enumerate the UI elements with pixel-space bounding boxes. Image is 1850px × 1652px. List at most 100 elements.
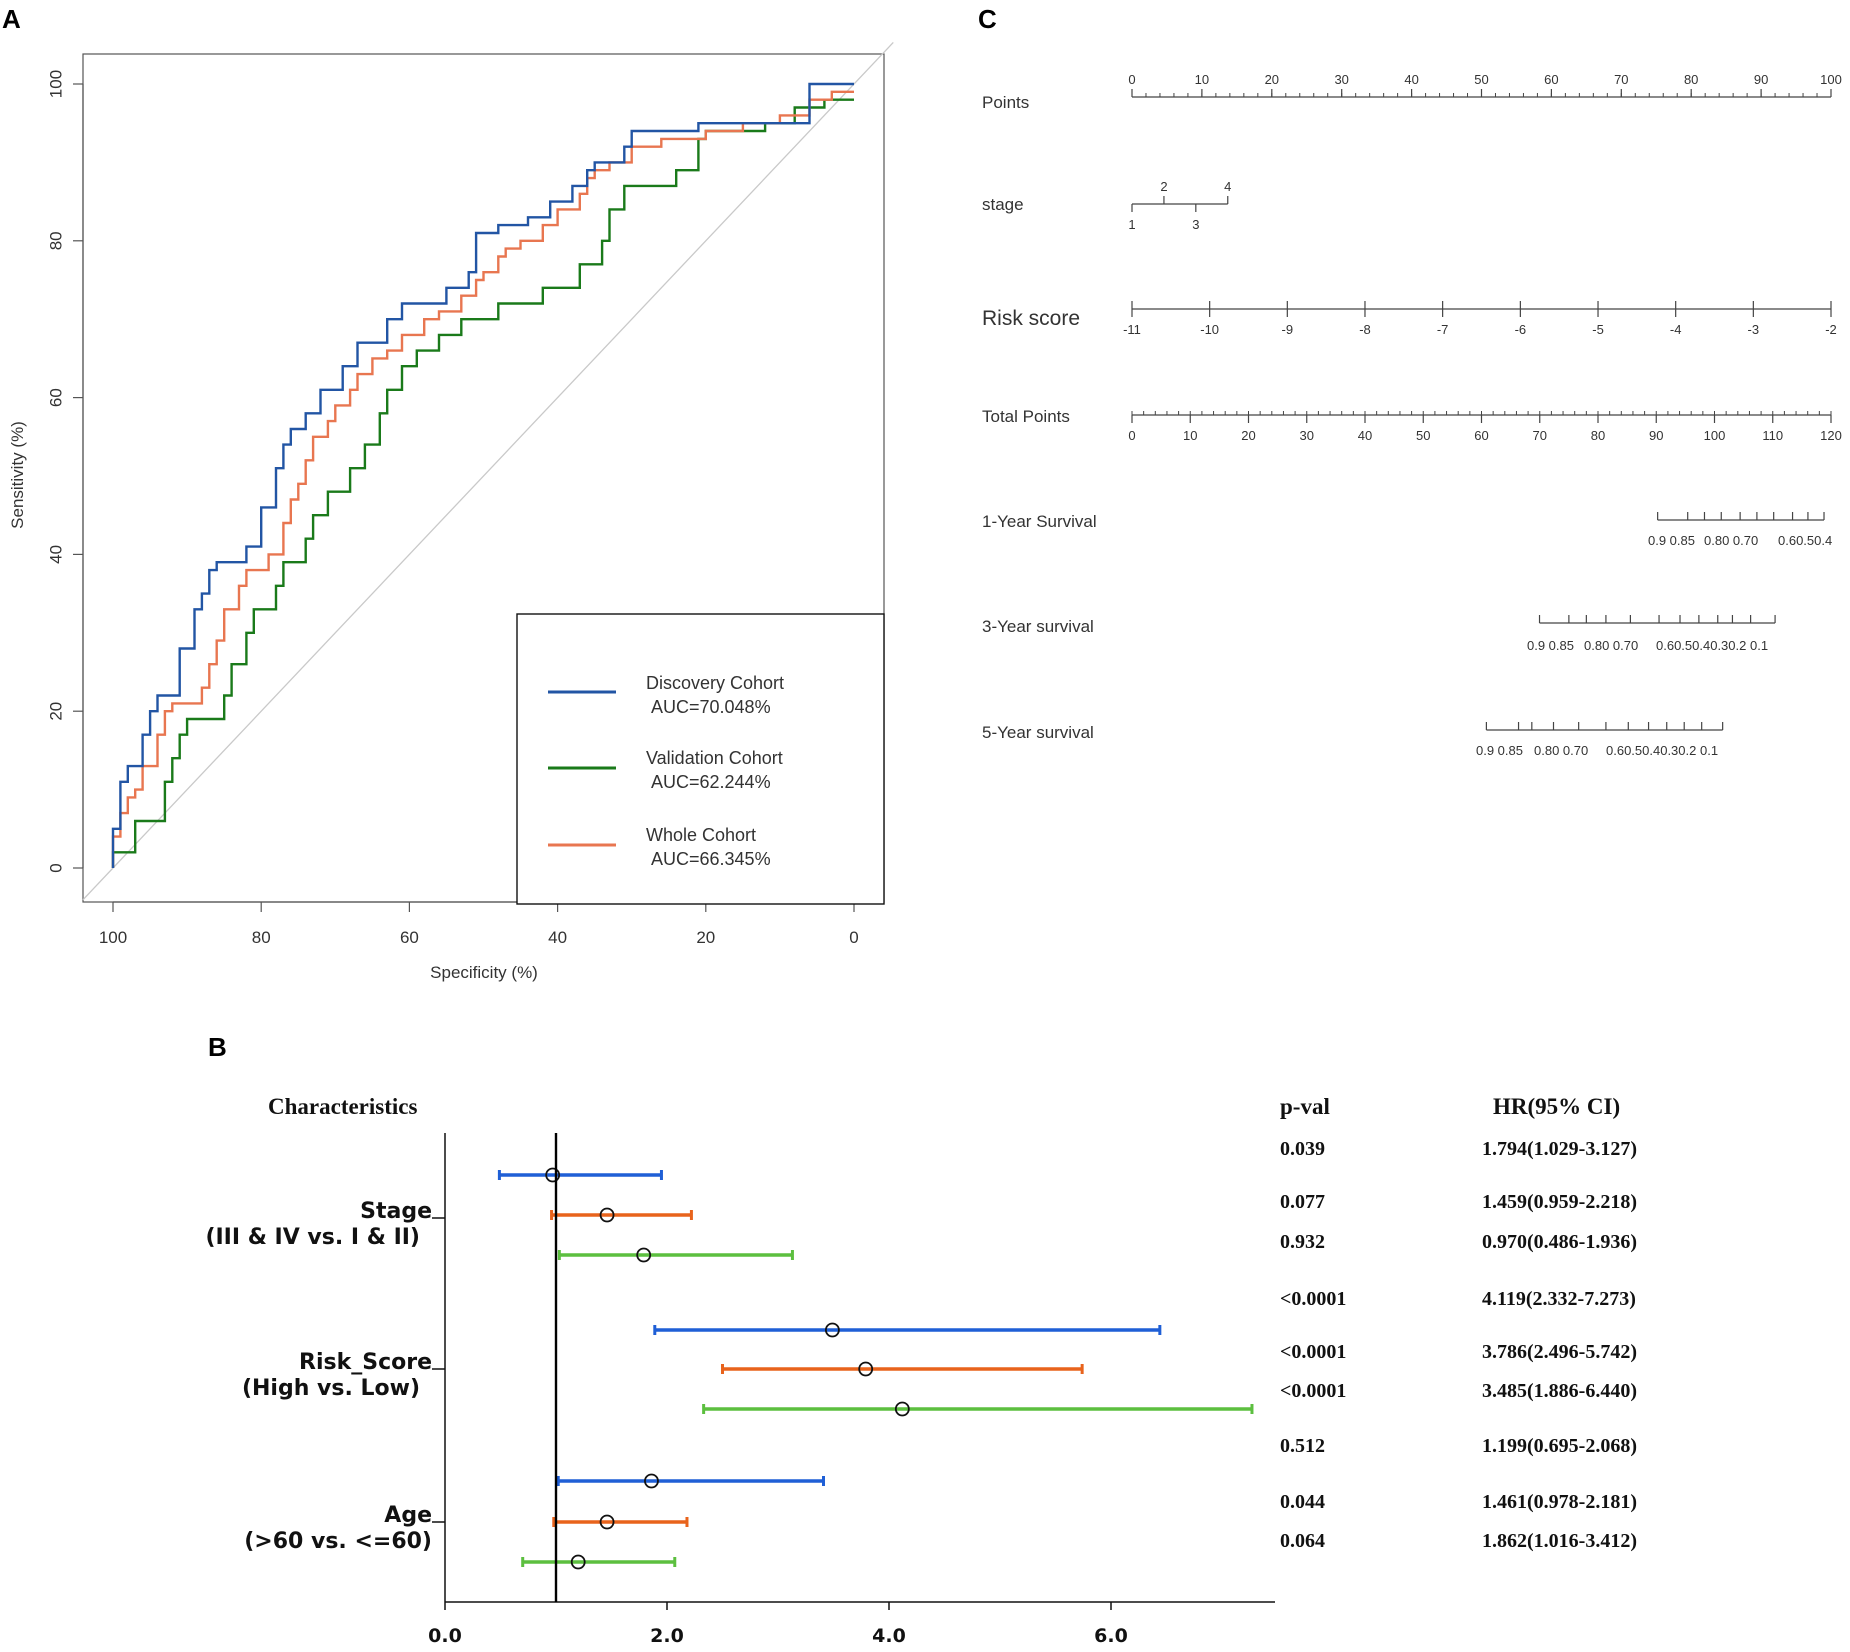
panel-label-b: B [208,1032,227,1062]
roc-x-tick-label: 100 [99,928,127,947]
nomogram-label-1yr-survival: 1-Year Survival [982,512,1097,531]
nomogram-tick-label: 40 [1404,72,1418,87]
legend-label-validation: Validation Cohort [646,748,783,768]
forest-hr-ci: 0.970(0.486-1.936) [1482,1231,1637,1253]
forest-point-estimate [570,1554,586,1570]
forest-group-sublabel-age: (>60 vs. <=60) [244,1529,432,1554]
roc-x-axis: 100 80 60 40 20 0 [99,901,859,947]
nomogram-tick-label: -10 [1200,322,1219,337]
nomogram-1yr-ticklabels-b: 0.80 0.70 [1704,533,1758,548]
forest-group-label-age: Age [384,1503,432,1528]
nomogram-tick-label: -6 [1515,322,1527,337]
roc-y-tick-label: 100 [46,70,65,98]
nomogram-tick-label: 0 [1128,72,1135,87]
roc-y-tick-label: 40 [46,545,65,564]
roc-x-tick-label: 0 [849,928,858,947]
roc-y-axis-title: Sensitivity (%) [8,421,27,529]
nomogram-tick-label: 70 [1533,428,1547,443]
roc-y-tick-label: 80 [46,231,65,250]
nomogram-tick-label: -3 [1748,322,1760,337]
nomogram-tick-label: 110 [1762,428,1783,443]
nomogram-tick-label: 80 [1591,428,1605,443]
nomogram-tick-label: 40 [1358,428,1372,443]
legend-auc-whole: AUC=66.345% [651,849,771,869]
forest-point-estimate [644,1473,659,1489]
forest-header-characteristics: Characteristics [268,1094,417,1119]
nomogram-5yr-ticklabels-b: 0.80 0.70 [1534,743,1588,758]
nomogram-tick-label: 0 [1128,428,1135,443]
forest-hr-ci: 1.862(1.016-3.412) [1482,1530,1637,1552]
nomogram-3yr-ticklabels-a: 0.9 0.85 [1527,638,1574,653]
nomogram-tick-label: -7 [1437,322,1449,337]
nomogram-tick-label: -2 [1825,322,1837,337]
forest-pval: 0.077 [1280,1191,1325,1213]
roc-y-tick-label: 0 [46,863,65,872]
roc-y-axis: 0 20 40 60 80 100 [46,70,84,873]
roc-y-tick-label: 60 [46,388,65,407]
roc-reference-diagonal [82,42,894,901]
nomogram-tick-label: 60 [1544,72,1558,87]
nomogram-tick-label: 60 [1474,428,1488,443]
roc-legend-box [516,613,885,905]
forest-pval: <0.0001 [1280,1288,1346,1310]
nomogram-tick-label: 10 [1183,428,1197,443]
nomogram-tick-label: 1 [1128,217,1135,232]
nomogram-tick-label: -5 [1592,322,1604,337]
nomogram-tick-label: -8 [1359,322,1371,337]
forest-group-sublabel-stage: (III & IV vs. I & II) [205,1225,420,1250]
nomogram-3yr-ticklabels-c: 0.60.50.40.30.2 0.1 [1656,638,1768,653]
forest-hr-ci: 3.485(1.886-6.440) [1482,1380,1637,1402]
forest-x-tick-label: 0.0 [428,1625,462,1647]
nomogram-tick-label: -4 [1670,322,1682,337]
forest-point-estimate [858,1361,874,1377]
roc-x-tick-label: 80 [252,928,271,947]
nomogram-1yr-ticklabels-a: 0.9 0.85 [1648,533,1695,548]
nomogram-tick-label: 50 [1474,72,1488,87]
forest-hr-ci: 1.199(0.695-2.068) [1482,1435,1637,1457]
forest-header-hr: HR(95% CI) [1493,1094,1620,1119]
forest-chart: Characteristics p-val HR(95% CI) Stage (… [205,1094,1637,1647]
forest-pval: 0.064 [1280,1530,1325,1552]
roc-y-tick-label: 20 [46,702,65,721]
forest-group-sublabel-risk: (High vs. Low) [242,1376,420,1401]
nomogram-tick-label: 20 [1241,428,1255,443]
forest-pval: <0.0001 [1280,1380,1346,1402]
forest-rows [497,1167,1254,1570]
nomogram-tick-label: 30 [1300,428,1314,443]
roc-curve-validation [111,98,854,868]
forest-hr-ci: 4.119(2.332-7.273) [1482,1288,1636,1310]
panel-label-a: A [2,4,21,34]
legend-label-discovery: Discovery Cohort [646,673,784,693]
roc-curve-discovery [111,82,854,868]
forest-x-axis: 0.0 2.0 4.0 6.0 [428,1602,1128,1647]
nomogram-label-5yr-survival: 5-Year survival [982,723,1094,742]
panel-label-c: C [978,4,997,34]
forest-pval: <0.0001 [1280,1341,1346,1363]
nomogram-tick-label: 30 [1334,72,1348,87]
nomogram-tick-label: 20 [1265,72,1279,87]
nomogram-5yr-ticklabels-c: 0.60.50.40.30.2 0.1 [1606,743,1718,758]
forest-pval: 0.039 [1280,1138,1325,1160]
nomogram-tick-label: 90 [1754,72,1768,87]
forest-text-columns: 0.039 1.794(1.029-3.127) 0.077 1.459(0.959-… [1280,1138,1637,1552]
forest-group-label-risk: Risk_Score [299,1350,432,1375]
forest-hr-ci: 1.459(0.959-2.218) [1482,1191,1637,1213]
nomogram-tick-label: -11 [1123,322,1141,337]
nomogram-tick-label: 100 [1704,428,1726,443]
forest-header-pval: p-val [1280,1094,1330,1119]
forest-point-estimate [824,1322,840,1338]
forest-pval: 0.932 [1280,1231,1325,1253]
forest-point-estimate [894,1401,910,1417]
nomogram-1yr-ticklabels-c: 0.60.50.4 [1778,533,1832,548]
nomogram-5yr-ticklabels-a: 0.9 0.85 [1476,743,1523,758]
forest-x-tick-label: 2.0 [650,1625,684,1647]
forest-point-estimate [599,1207,615,1223]
roc-x-tick-label: 20 [696,928,715,947]
roc-series-group [111,82,854,868]
nomogram-label-points: Points [982,93,1029,112]
forest-x-tick-label: 6.0 [1094,1625,1128,1647]
nomogram-label-risk-score: Risk score [982,307,1080,330]
roc-chart: 0 20 40 60 80 100 100 80 60 40 20 0 Specificity (%… [8,42,894,982]
